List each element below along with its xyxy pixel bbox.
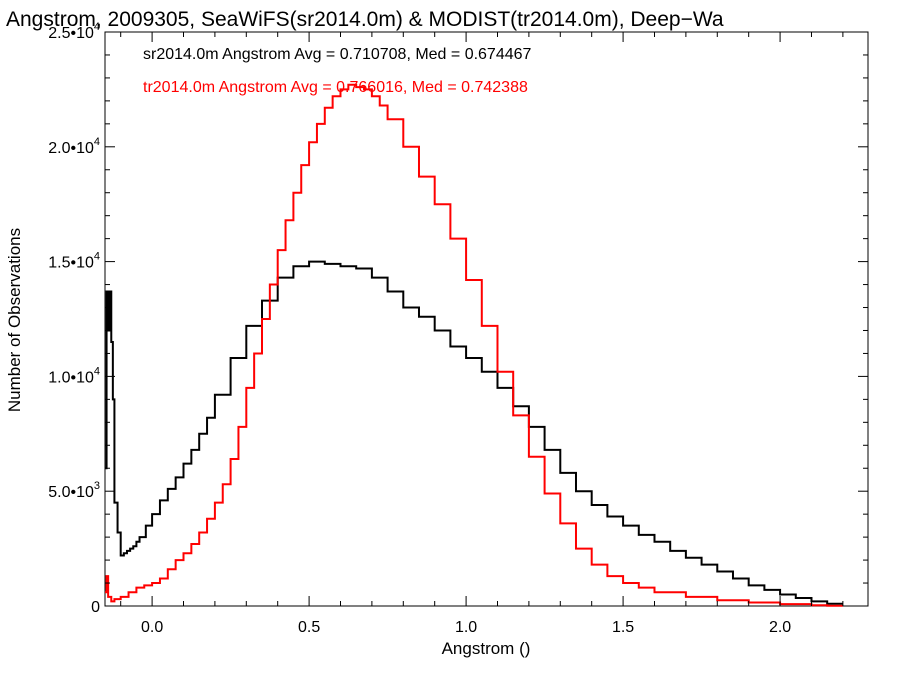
series-layer	[105, 83, 843, 607]
plot-frame	[104, 31, 869, 607]
y-tick-label: 5.0•103	[48, 480, 100, 501]
y-tick-label: 1.0•104	[48, 365, 100, 386]
x-axis-ticks: 0.0 0.5 1.0 1.5 2.0	[120, 32, 844, 636]
y-axis-label: Number of Observations	[5, 228, 24, 412]
legend-entry-sr2014: sr2014.0m Angstrom Avg = 0.710708, Med =…	[143, 46, 532, 63]
x-tick-label: 0.0	[141, 619, 163, 636]
x-axis-label: Angstrom ()	[442, 639, 531, 658]
y-axis-ticks: 0 5.0•103 1.0•104 1.5•104 2.0•104 2.5•104	[48, 21, 868, 616]
chart-title: Angstrom, 2009305, SeaWiFS(sr2014.0m) & …	[6, 8, 724, 31]
y-tick-label: 2.5•104	[48, 21, 100, 42]
plot-area: 0.0 0.5 1.0 1.5 2.0 0 5.0•103 1.0•104 1.5•104 2.…	[48, 21, 869, 636]
x-tick-label: 1.0	[455, 619, 477, 636]
x-tick-label: 0.5	[298, 619, 320, 636]
x-tick-label: 1.5	[612, 619, 634, 636]
y-tick-label: 1.5•104	[48, 251, 100, 272]
series-line-0	[105, 260, 843, 605]
y-tick-label: 0	[91, 599, 100, 616]
y-tick-label: 2.0•104	[48, 136, 100, 157]
x-tick-label: 2.0	[769, 619, 791, 636]
legend-entry-tr2014: tr2014.0m Angstrom Avg = 0.766016, Med =…	[143, 79, 528, 96]
series-line-1	[105, 83, 843, 607]
